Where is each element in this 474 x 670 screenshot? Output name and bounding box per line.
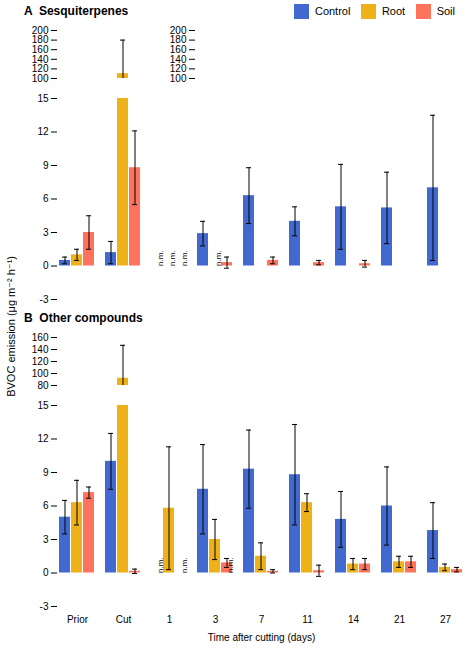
svg-text:Cut: Cut [116,614,132,625]
svg-text:n.m.: n.m. [180,557,189,573]
html-text:B Other compounds: B Other compounds [24,311,143,325]
svg-text:200: 200 [32,25,49,36]
svg-text:9: 9 [43,160,49,171]
svg-text:n.m.: n.m. [168,250,177,266]
svg-text:3: 3 [213,614,219,625]
svg-text:180: 180 [170,34,187,45]
html-text:Soil: Soil [436,5,455,17]
svg-text:3: 3 [43,534,49,545]
svg-text:0: 0 [43,260,49,271]
svg-text:12: 12 [37,433,49,444]
svg-text:9: 9 [43,467,49,478]
svg-text:6: 6 [43,500,49,511]
svg-text:140: 140 [32,344,49,355]
svg-text:160: 160 [32,332,49,343]
svg-text:27: 27 [440,614,452,625]
svg-text:Time after cutting (days): Time after cutting (days) [208,632,315,643]
html-text:BVOC emission (μg m⁻² h⁻¹): BVOC emission (μg m⁻² h⁻¹) [4,255,17,397]
svg-text:15: 15 [37,400,49,411]
svg-text:-3: -3 [40,294,49,305]
svg-text:100: 100 [170,73,187,84]
svg-text:0: 0 [43,567,49,578]
html-text:Control: Control [314,5,351,17]
svg-text:15: 15 [37,93,49,104]
svg-text:14: 14 [348,614,360,625]
html-text:A Sesquiterpenes: A Sesquiterpenes [24,4,129,18]
svg-text:n.m.: n.m. [156,250,165,266]
svg-text:200: 200 [170,25,187,36]
html-text:Root: Root [381,5,406,17]
svg-text:n.m.: n.m. [180,250,189,266]
svg-text:Prior: Prior [67,614,89,625]
svg-text:-3: -3 [40,601,49,612]
svg-text:21: 21 [394,614,406,625]
svg-text:100: 100 [32,73,49,84]
svg-text:7: 7 [259,614,265,625]
svg-text:160: 160 [32,44,49,55]
svg-text:n.m.: n.m. [156,557,165,573]
svg-text:12: 12 [37,126,49,137]
svg-text:11: 11 [302,614,313,625]
svg-text:140: 140 [32,54,49,65]
svg-text:1: 1 [167,614,173,625]
svg-text:120: 120 [32,63,49,74]
svg-text:160: 160 [170,44,187,55]
svg-text:n.m.: n.m. [214,250,223,266]
svg-text:120: 120 [32,356,49,367]
svg-text:3: 3 [43,227,49,238]
svg-text:100: 100 [32,368,49,379]
svg-text:80: 80 [37,380,49,391]
svg-text:140: 140 [170,54,187,65]
svg-text:180: 180 [32,34,49,45]
svg-text:6: 6 [43,193,49,204]
svg-text:n.m.: n.m. [226,557,235,573]
svg-text:120: 120 [170,63,187,74]
